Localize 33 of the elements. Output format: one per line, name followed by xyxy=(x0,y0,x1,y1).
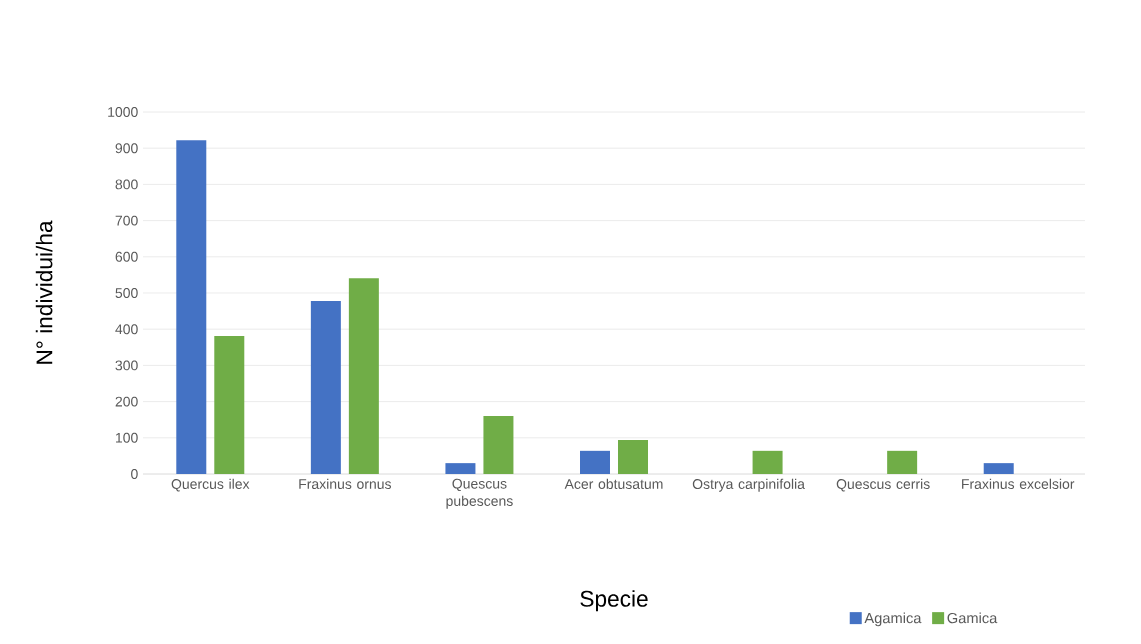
x-tick-label: Fraxinus ornus xyxy=(299,478,392,489)
bar xyxy=(618,439,649,474)
x-tick-label: Fraxinus excelsior xyxy=(962,478,1075,489)
x-tick-label: Quescus pubescens xyxy=(446,478,513,509)
x-tick-label: Ostrya carpinifolia xyxy=(692,478,805,492)
bar xyxy=(348,278,379,474)
bar xyxy=(214,336,245,474)
bar xyxy=(483,416,514,474)
bar xyxy=(752,450,783,474)
bar xyxy=(983,463,1014,474)
y-axis-title: N° individui/ha xyxy=(35,220,53,364)
y-tick-label: 200 xyxy=(115,396,138,407)
bar xyxy=(887,450,918,474)
y-tick-label: 100 xyxy=(116,432,138,443)
bar xyxy=(580,450,610,474)
x-tick-label: Quescus cerris xyxy=(836,478,930,492)
x-tick-label: Quercus ilex xyxy=(171,478,250,492)
legend-label: Agamica xyxy=(864,612,922,627)
y-tick-label: 500 xyxy=(115,288,138,298)
y-tick-label: 300 xyxy=(115,360,138,371)
y-tick-label: 600 xyxy=(115,251,138,262)
y-tick-label: 700 xyxy=(115,215,138,226)
bar xyxy=(445,463,476,474)
y-tick-label: 400 xyxy=(115,324,138,335)
y-tick-label: 0 xyxy=(131,469,138,479)
y-tick-label: 800 xyxy=(115,179,138,190)
x-axis-title: Specie xyxy=(580,590,648,612)
bar xyxy=(310,300,341,474)
x-tick-label: Acer obtusatum xyxy=(564,478,663,489)
legend-label: Gamica xyxy=(947,612,998,624)
y-tick-label: 1000 xyxy=(108,107,138,117)
bar xyxy=(176,140,207,474)
y-tick-label: 900 xyxy=(115,143,138,154)
